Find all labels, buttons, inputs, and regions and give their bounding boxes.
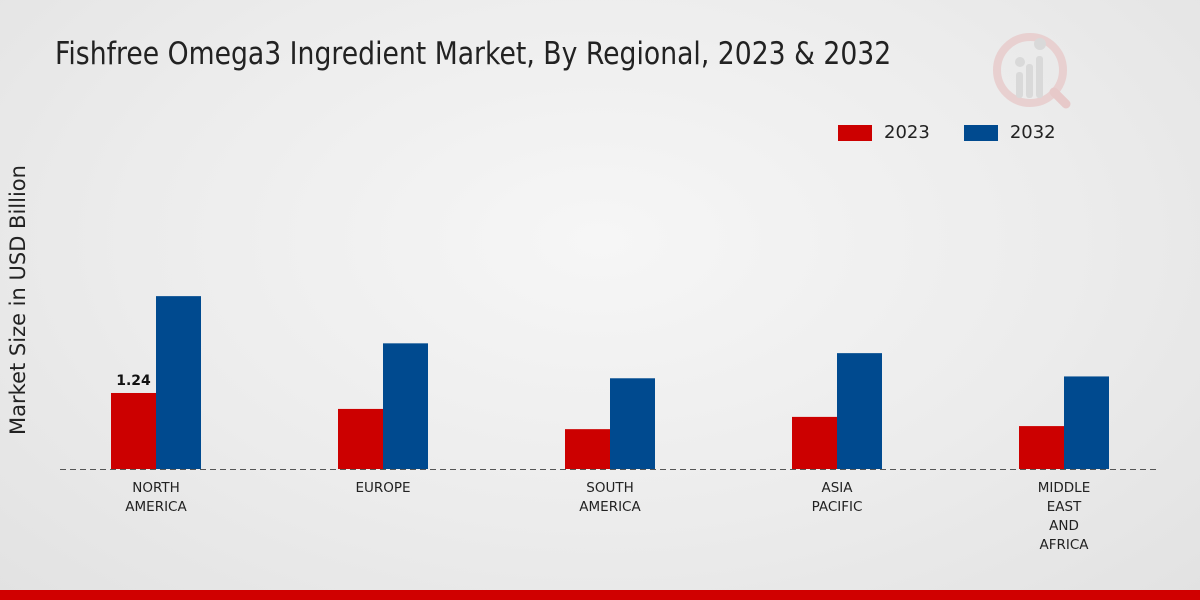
legend-swatch-2032 xyxy=(963,124,998,141)
bar-2032-europe xyxy=(383,343,428,469)
bar-2023-asia-pacific xyxy=(792,416,837,469)
brand-logo-icon xyxy=(993,33,1071,109)
data-label-2023-0: 1.24 xyxy=(116,373,151,389)
bar-2023-europe xyxy=(338,408,383,469)
legend-item-2032: 2032 xyxy=(963,122,1056,143)
x-tick-label-asia-pacific: ASIA PACIFIC xyxy=(812,480,863,515)
bar-2023-middle-east-and-africa xyxy=(1019,426,1064,469)
bar-2032-asia-pacific xyxy=(837,353,882,469)
chart-legend: 2023 2032 xyxy=(838,122,1090,143)
bar-2023-north-america xyxy=(111,392,156,469)
chart-title: Fishfree Omega3 Ingredient Market, By Re… xyxy=(55,36,892,72)
bottom-accent-bar xyxy=(0,590,1200,600)
legend-label-2032: 2032 xyxy=(1009,122,1056,143)
bar-2023-south-america xyxy=(565,429,610,469)
legend-item-2023: 2023 xyxy=(838,122,930,143)
legend-label-2023: 2023 xyxy=(884,122,930,143)
bar-2032-middle-east-and-africa xyxy=(1064,376,1109,469)
x-tick-label-south-america: SOUTH AMERICA xyxy=(579,480,641,515)
legend-swatch-2023 xyxy=(838,124,872,141)
x-tick-label-north-america: NORTH AMERICA xyxy=(125,480,187,515)
x-tick-label-middle-east-and-africa: MIDDLE EAST AND AFRICA xyxy=(1038,480,1090,553)
bar-2032-north-america xyxy=(156,296,201,469)
bar-2032-south-america xyxy=(610,378,655,469)
x-tick-label-europe: EUROPE xyxy=(355,480,410,496)
